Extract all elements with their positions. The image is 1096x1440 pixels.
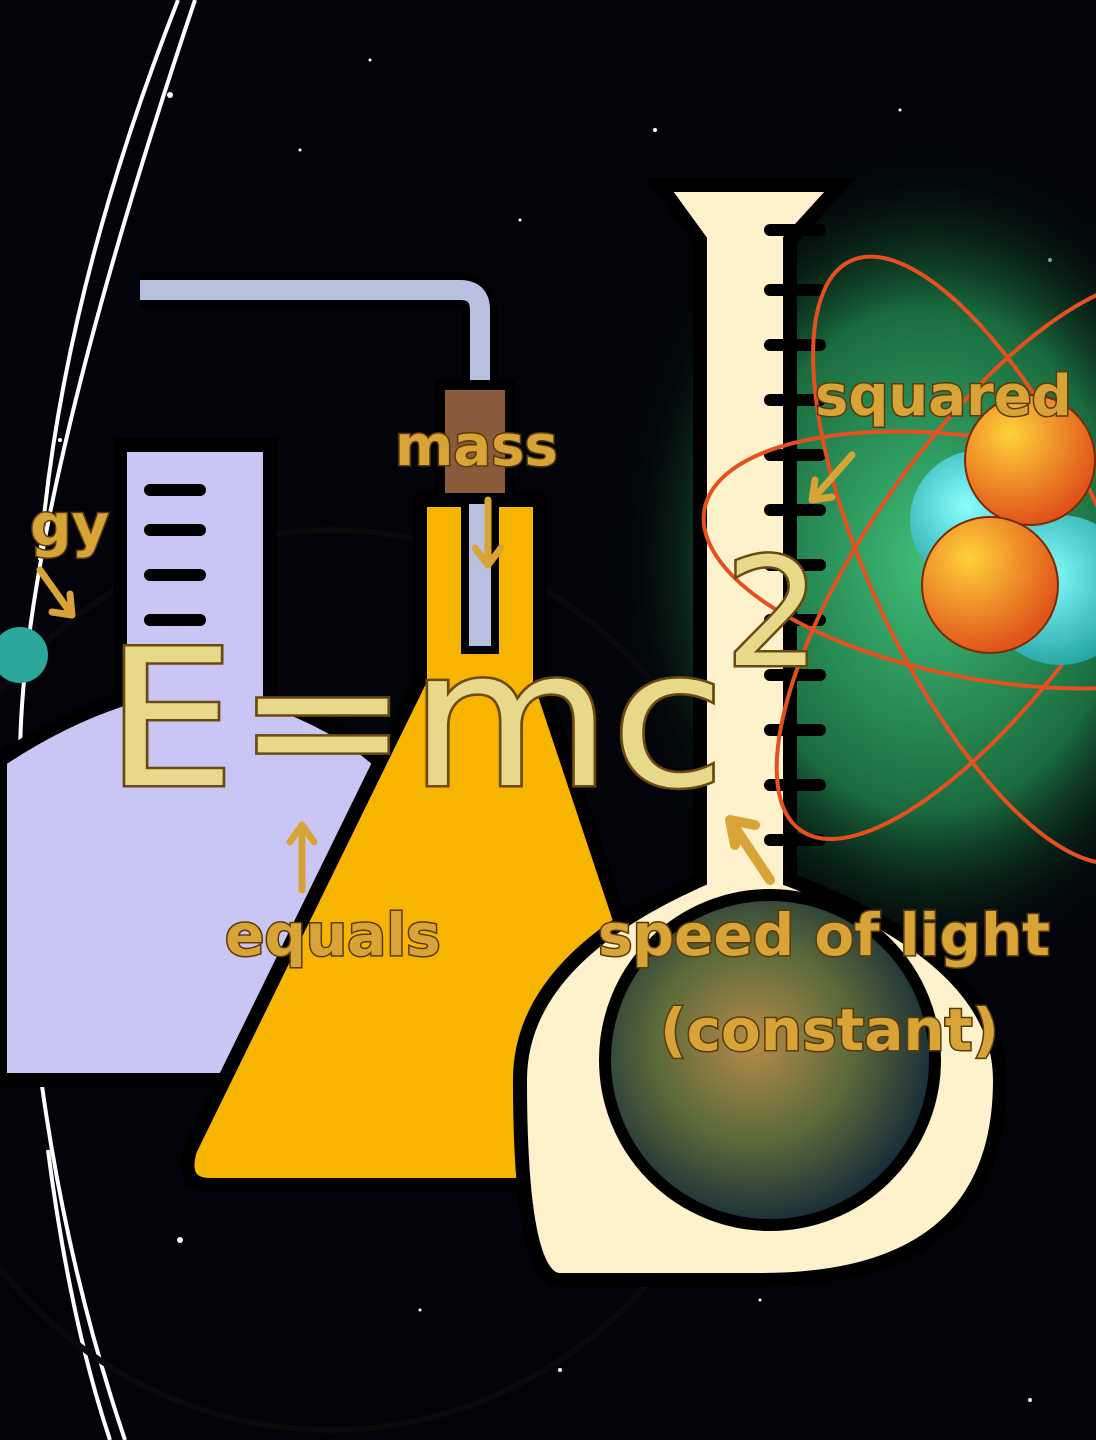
page: {"labels": {"energy": "gy", "mass": "mas… xyxy=(0,0,1096,1440)
label: equals xyxy=(225,901,441,969)
label: speed of light xyxy=(598,901,1050,969)
illustration: gy mass squared E=mc 2 equals speed of l… xyxy=(0,0,1096,1440)
label: gy xyxy=(30,491,109,559)
exponent: 2 xyxy=(725,527,820,701)
label: mass xyxy=(395,414,558,479)
equation: E=mc xyxy=(105,609,725,830)
proton xyxy=(922,517,1058,653)
label: squared xyxy=(815,364,1072,429)
label: (constant) xyxy=(660,996,999,1064)
